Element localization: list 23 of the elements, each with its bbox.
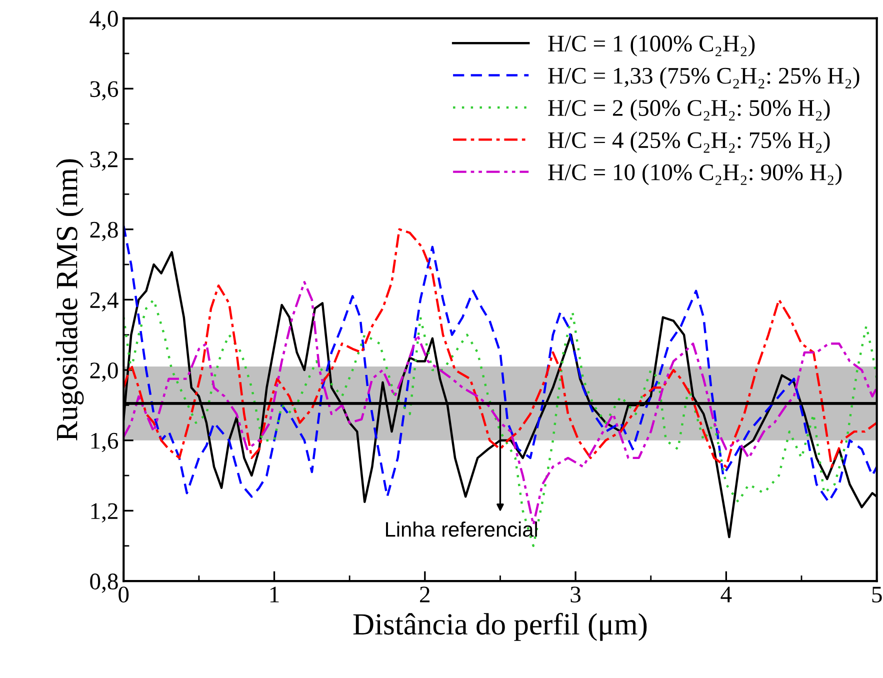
x-tick-label: 2: [420, 586, 430, 602]
legend-label: H/C = 10 (10% C₂H₂: 90% H₂): [548, 164, 842, 186]
legend-label: H/C = 2 (50% C₂H₂: 50% H₂): [548, 99, 830, 121]
y-tick-label: 1,2: [91, 503, 118, 523]
y-axis-title: Rugosidade RMS (nm): [56, 159, 84, 441]
y-tick-label: 0,8: [90, 574, 118, 593]
legend-label: H/C = 1 (100% C₂H₂): [548, 34, 755, 56]
y-tick-label: 1,6: [91, 432, 118, 452]
y-tick-label: 4,0: [90, 10, 118, 30]
legend-label: H/C = 1,33 (75% C₂H₂: 25% H₂): [548, 67, 860, 89]
y-tick-label: 2,0: [90, 362, 118, 382]
x-tick-label: 0: [118, 586, 129, 603]
x-tick-label: 1: [270, 586, 279, 602]
x-axis-title: Distância do perfil (μm): [353, 612, 647, 641]
y-tick-label: 3,2: [90, 152, 118, 171]
y-tick-label: 2,4: [90, 292, 118, 312]
x-tick-label: 4: [720, 586, 732, 602]
ref-line-label: Linha referencial: [386, 522, 537, 537]
legend-label: H/C = 4 (25% C₂H₂: 75% H₂): [548, 132, 830, 153]
y-tick-label: 2,8: [90, 222, 118, 242]
x-tick-label: 3: [570, 586, 581, 603]
x-tick-label: 5: [872, 586, 882, 603]
y-tick-label: 3,6: [90, 81, 118, 100]
